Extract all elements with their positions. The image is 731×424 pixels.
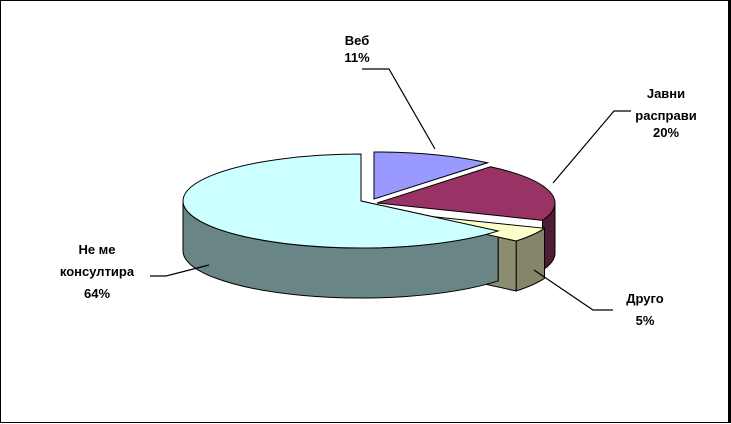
leader-line — [533, 269, 613, 311]
slice-label: Јавни расправи — [635, 86, 696, 123]
pie-slice — [373, 151, 490, 200]
slice-value-label: 20% — [653, 125, 679, 140]
leader-line — [362, 68, 436, 150]
leader-line — [552, 110, 631, 184]
leader-line — [150, 264, 210, 277]
slice-label: Друго — [626, 291, 664, 306]
slice-label: Веб — [345, 33, 369, 48]
slice-value-label: 5% — [636, 313, 655, 328]
pie-slice — [376, 166, 556, 221]
slice-label: Не ме консултира — [60, 242, 135, 279]
slice-value-label: 11% — [344, 50, 370, 65]
slice-value-label: 64% — [84, 286, 110, 301]
pie-slice — [182, 153, 501, 249]
